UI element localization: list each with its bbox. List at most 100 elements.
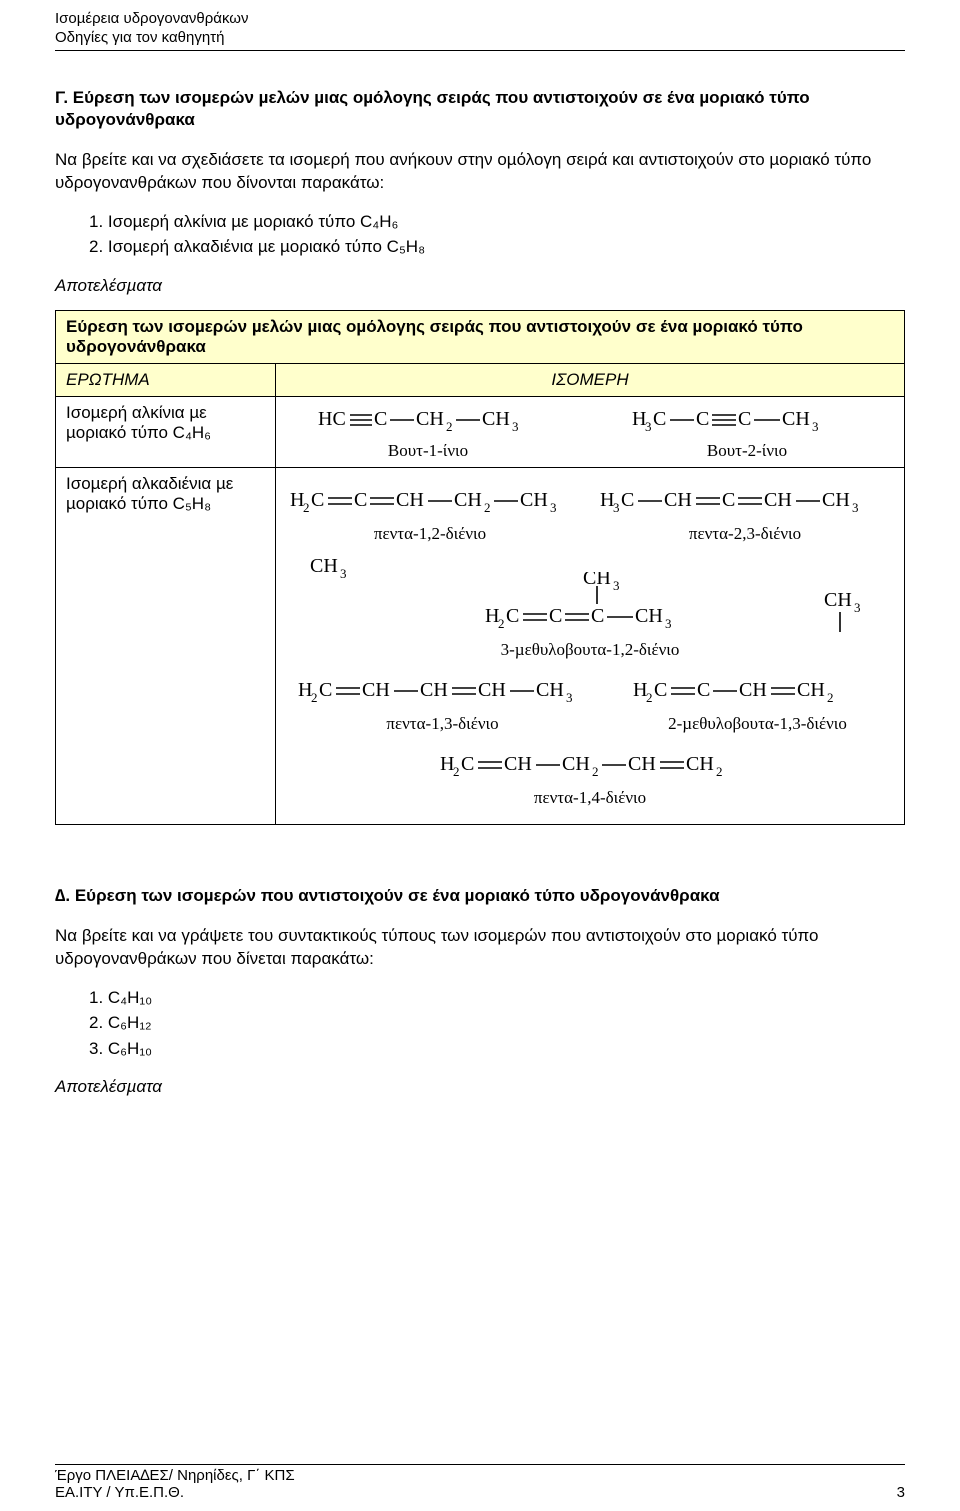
svg-text:3: 3 [512, 419, 519, 434]
svg-text:C: C [354, 489, 367, 511]
svg-text:C: C [653, 408, 666, 430]
svg-text:2: 2 [716, 764, 723, 779]
svg-text:3: 3 [665, 616, 672, 631]
row2-q: Ισοµερή αλκαδιένια µε µοριακό τύπο C₅H₈ [56, 467, 276, 824]
isomer-table: Εύρεση των ισοµερών µελών µιας οµόλογης … [55, 310, 905, 825]
list-d-item-2-text: C₆H₁₂ [108, 1013, 152, 1032]
section-d-intro: Να βρείτε και να γράψετε του συντακτικού… [55, 925, 905, 971]
but-1-yne-structure: HC C CH2 CH3 [318, 403, 538, 437]
list-c-item-2-text: Ισοµερή αλκαδιένια µε µοριακό τύπο C₅H₈ [108, 237, 425, 256]
svg-text:CH: CH [454, 489, 482, 511]
but-2-yne-name: Βουτ-2-ίνιο [707, 441, 787, 461]
section-d-title: ∆. Εύρεση των ισοµερών που αντιστοιχούν … [55, 885, 905, 907]
list-c-item-2: 2. Ισοµερή αλκαδιένια µε µοριακό τύπο C₅… [89, 234, 905, 260]
page-number: 3 [897, 1484, 905, 1501]
but-1-yne-name: Βουτ-1-ίνιο [388, 441, 468, 461]
svg-text:2: 2 [311, 690, 318, 705]
table-title-cell: Εύρεση των ισοµερών µελών µιας οµόλογης … [56, 310, 905, 363]
section-c-intro: Να βρείτε και να σχεδιάσετε τα ισοµερή π… [55, 149, 905, 195]
svg-text:CH: CH [739, 679, 767, 701]
penta-12-diene-structure: H2C C CH CH2 CH3 [290, 484, 570, 520]
svg-text:C: C [461, 753, 474, 775]
svg-text:CH: CH [536, 679, 564, 701]
row1-isomers: HC C CH2 CH3 Βουτ-1-ίνιο [276, 396, 905, 467]
svg-text:CH: CH [482, 408, 510, 430]
header-line-1: Ισοµέρεια υδρογονανθράκων [55, 10, 905, 29]
svg-text:2: 2 [498, 616, 505, 631]
results-label-d: Αποτελέσµατα [55, 1077, 905, 1097]
svg-text:CH: CH [824, 589, 852, 611]
list-d-item-1-text: C₄H₁₀ [108, 988, 152, 1007]
row2-isomers: H2C C CH CH2 CH3 [276, 467, 905, 824]
svg-text:CH: CH [635, 605, 663, 627]
svg-text:CH: CH [797, 679, 825, 701]
2-methylbuta-13-diene-name: 2-µεθυλοβουτα-1,3-διένιο [668, 714, 847, 734]
list-c-item-1-text: Ισοµερή αλκίνια µε µοριακό τύπο C₄H₆ [108, 212, 398, 231]
svg-text:CH: CH [504, 753, 532, 775]
footer-line-2: ΕΑ.ΙΤΥ / Υπ.Ε.Π.Θ. [55, 1484, 295, 1501]
svg-text:CH: CH [362, 679, 390, 701]
svg-text:CH: CH [396, 489, 424, 511]
svg-text:2: 2 [484, 500, 491, 515]
list-c-item-1: 1. Ισοµερή αλκίνια µε µοριακό τύπο C₄H₆ [89, 209, 905, 235]
svg-text:C: C [696, 408, 709, 430]
svg-text:C: C [374, 408, 387, 430]
penta-12-diene-name: πεντα-1,2-διένιο [374, 524, 486, 544]
results-label-c: Αποτελέσµατα [55, 276, 905, 296]
penta-13-diene-structure: H2C CH CH CH CH3 [298, 674, 588, 710]
ch3-branch-right-icon: CH3 [824, 588, 874, 636]
svg-text:C: C [311, 489, 324, 511]
col-question: ΕΡΩΤΗΜΑ [56, 363, 276, 396]
svg-text:CH: CH [664, 489, 692, 511]
3-methylbuta-12-diene-name: 3-µεθυλοβουτα-1,2-διένιο [501, 640, 680, 660]
svg-text:CH: CH [583, 572, 611, 589]
svg-text:C: C [549, 605, 562, 627]
svg-text:3: 3 [613, 500, 620, 515]
2-methylbuta-13-diene-structure: H2C C CH CH2 [633, 674, 883, 710]
doc-footer: Έργο ΠΛΕΙΑ∆ΕΣ/ Νηρηίδες, Γ΄ ΚΠΣ ΕΑ.ΙΤΥ /… [55, 1464, 905, 1501]
svg-text:CH: CH [310, 555, 338, 577]
svg-text:C: C [506, 605, 519, 627]
row1-q: Ισοµερή αλκίνια µε µοριακό τύπο C₄H₆ [56, 396, 276, 467]
list-d-item-3: 3. C₆H₁₀ [89, 1036, 905, 1062]
penta-13-diene-name: πεντα-1,3-διένιο [386, 714, 498, 734]
penta-23-diene-name: πεντα-2,3-διένιο [689, 524, 801, 544]
penta-14-diene-structure: H2C CH CH2 CH CH2 [440, 748, 740, 784]
list-d-item-2: 2. C₆H₁₂ [89, 1010, 905, 1036]
svg-text:2: 2 [827, 690, 834, 705]
svg-text:3: 3 [613, 578, 620, 593]
svg-text:2: 2 [446, 419, 453, 434]
list-d-item-1: 1. C₄H₁₀ [89, 985, 905, 1011]
penta-14-diene-name: πεντα-1,4-διένιο [534, 788, 646, 808]
ch3-standalone-icon: CH3 [310, 552, 360, 580]
svg-text:CH: CH [686, 753, 714, 775]
svg-text:CH: CH [520, 489, 548, 511]
svg-text:2: 2 [453, 764, 460, 779]
svg-text:2: 2 [303, 500, 310, 515]
svg-text:2: 2 [646, 690, 653, 705]
svg-text:CH: CH [628, 753, 656, 775]
svg-text:3: 3 [645, 419, 652, 434]
svg-text:3: 3 [550, 500, 557, 515]
svg-text:3: 3 [812, 419, 819, 434]
svg-text:CH: CH [478, 679, 506, 701]
svg-text:C: C [722, 489, 735, 511]
svg-text:3: 3 [852, 500, 859, 515]
svg-text:CH: CH [562, 753, 590, 775]
svg-text:HC: HC [318, 408, 346, 430]
but-2-yne-structure: H3C C C CH3 [632, 403, 862, 437]
col-isomers: ΙΣΟΜΕΡΗ [276, 363, 905, 396]
penta-23-diene-structure: H3C CH C CH CH3 [600, 484, 890, 520]
svg-text:3: 3 [854, 600, 861, 615]
3-methylbuta-12-diene-structure: H2C C C CH3 CH3 [465, 572, 715, 636]
svg-text:3: 3 [340, 566, 347, 580]
header-line-2: Οδηγίες για τον καθηγητή [55, 29, 905, 48]
svg-text:C: C [738, 408, 751, 430]
svg-text:C: C [319, 679, 332, 701]
svg-text:2: 2 [592, 764, 599, 779]
list-d-item-3-text: C₆H₁₀ [108, 1039, 152, 1058]
svg-text:CH: CH [822, 489, 850, 511]
section-c-title: Γ. Εύρεση των ισοµερών µελών µιας οµόλογ… [55, 87, 905, 131]
footer-line-1: Έργο ΠΛΕΙΑ∆ΕΣ/ Νηρηίδες, Γ΄ ΚΠΣ [55, 1467, 295, 1484]
svg-text:C: C [697, 679, 710, 701]
